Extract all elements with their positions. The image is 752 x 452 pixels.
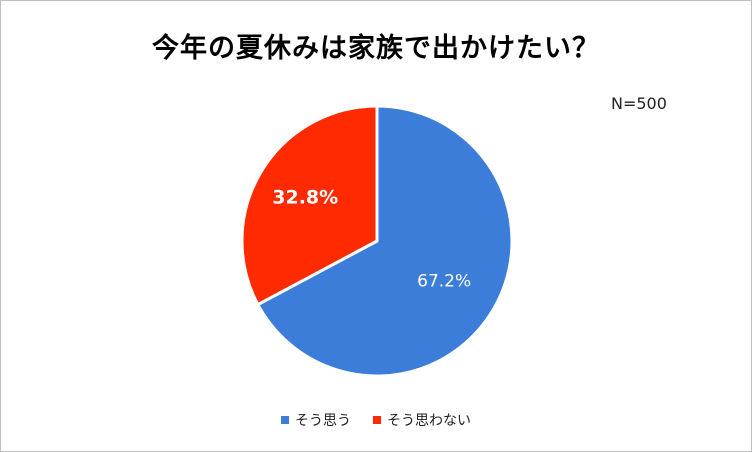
legend-label-disagree: そう思わない (387, 413, 471, 429)
legend-item-agree: そう思う (281, 410, 351, 430)
chart-title: 今年の夏休みは家族で出かけたい？ (152, 33, 600, 64)
pie-label-disagree: 32.8% (272, 186, 338, 208)
legend-swatch-disagree (373, 416, 381, 424)
legend-swatch-agree (281, 416, 289, 424)
sample-size-annotation: N=500 (611, 94, 667, 113)
legend: そう思う そう思わない (0, 410, 752, 430)
legend-item-disagree: そう思わない (373, 410, 471, 430)
legend-label-agree: そう思う (295, 413, 351, 429)
pie-slice-disagree (240, 104, 379, 307)
pie-slice-agree (256, 104, 514, 378)
pie-label-agree: 67.2% (417, 271, 471, 291)
